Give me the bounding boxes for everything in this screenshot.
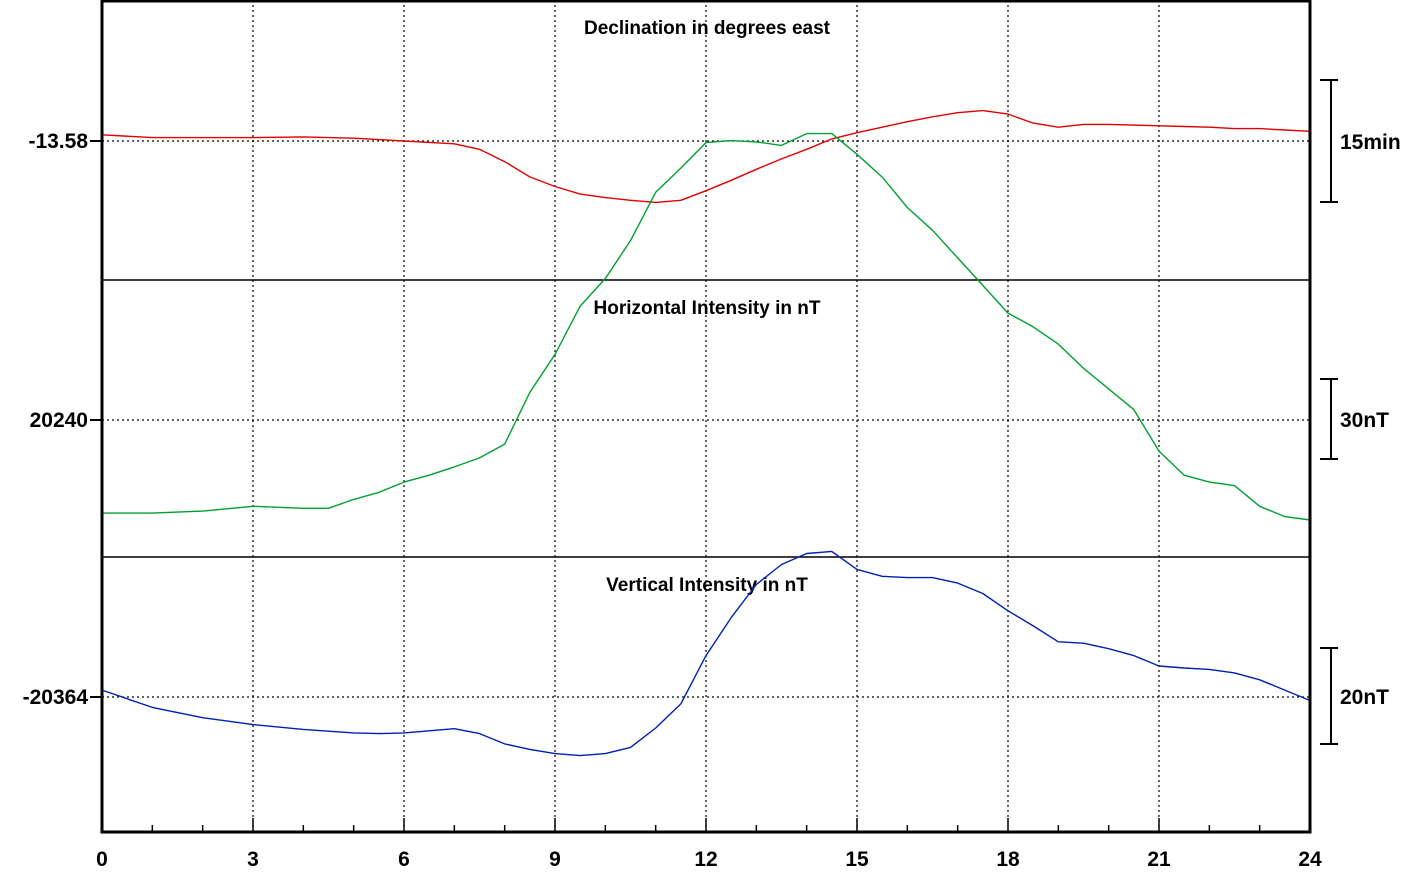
panel-title: Horizontal Intensity in nT [594,298,821,319]
series-line [102,132,1311,521]
x-tick-label: 12 [694,848,717,871]
series-line [101,550,1311,757]
scale-label: 15min [1340,131,1401,154]
scale-label: 30nT [1340,409,1389,432]
x-tick-label: 9 [549,848,561,871]
x-tick-label: 18 [996,848,1020,871]
reference-value-label: -20364 [23,686,89,709]
scale-label: 20nT [1340,686,1389,709]
x-tick-label: 24 [1298,848,1322,871]
x-tick-label: 0 [96,848,108,871]
x-tick-label: 21 [1147,848,1171,871]
series-line [101,109,1311,204]
x-tick-label: 6 [398,848,410,871]
panel-title: Vertical Intensity in nT [606,575,808,596]
reference-value-label: -13.58 [28,130,88,153]
reference-value-label: 20240 [30,409,88,432]
x-tick-label: 3 [247,848,259,871]
x-tick-label: 15 [845,848,869,871]
panel-title: Declination in degrees east [584,18,831,39]
